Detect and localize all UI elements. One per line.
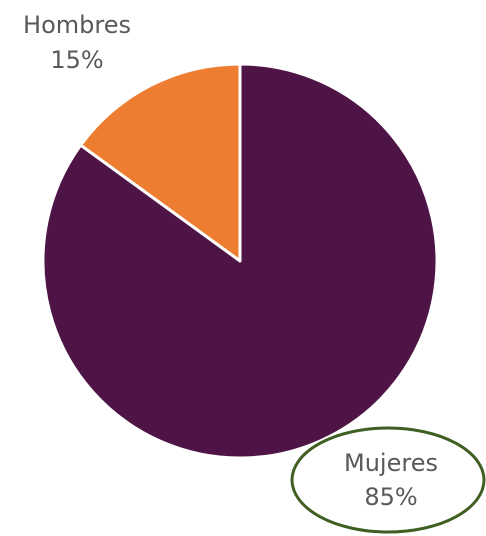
slice-name-mujeres: Mujeres <box>344 449 438 477</box>
slice-label-mujeres: Mujeres 85% <box>344 449 438 511</box>
slice-value-mujeres: 85% <box>364 483 417 511</box>
pie-slice-mujeres <box>41 62 439 460</box>
pie-slices <box>41 62 439 460</box>
highlight-ellipse <box>290 426 486 534</box>
slice-value-hombres: 15% <box>50 46 103 74</box>
slice-name-hombres: Hombres <box>23 11 131 39</box>
slice-label-hombres: Hombres 15% <box>23 11 131 74</box>
pie-slice-hombres <box>79 62 242 263</box>
